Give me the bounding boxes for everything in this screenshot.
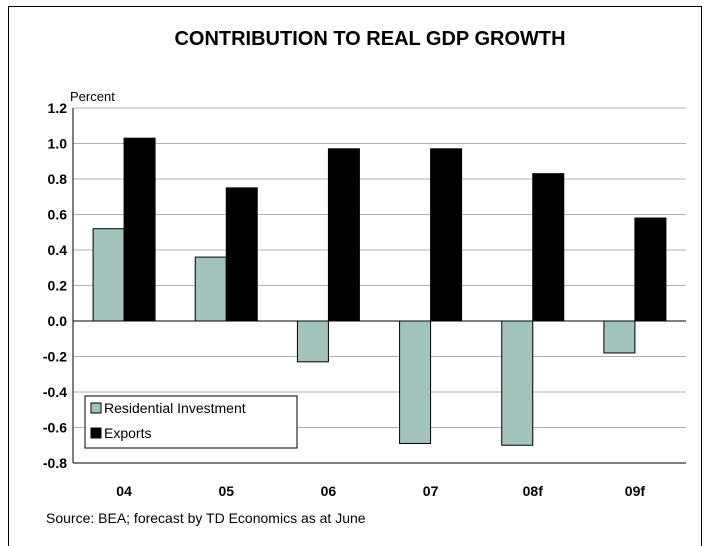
- bar-exports-09f: [634, 217, 667, 322]
- y-axis-ticks: 1.2 1.0 0.8 0.6 0.4 0.2 0.0 -0.2 -0.4 -0.6 -0.8: [43, 100, 67, 471]
- bar-exports-06: [327, 148, 360, 322]
- bar-residential-investment-08f: [501, 320, 534, 446]
- bar-residential-investment-06: [296, 320, 329, 363]
- source-note: Source: BEA; forecast by TD Economics as…: [46, 510, 366, 526]
- y-tick-label: 1.0: [48, 136, 68, 152]
- x-tick-label: 08f: [523, 483, 544, 499]
- y-tick-label: 0.8: [48, 171, 68, 187]
- x-axis-ticks: 04 05 06 07 08f 09f: [116, 483, 645, 499]
- chart-title: CONTRIBUTION TO REAL GDP GROWTH: [174, 28, 565, 50]
- y-tick-label: -0.8: [43, 455, 67, 471]
- legend-label-exports: Exports: [104, 425, 151, 441]
- bar-exports-05: [225, 187, 258, 322]
- x-tick-label: 07: [423, 483, 439, 499]
- bar-exports-04: [123, 137, 156, 322]
- y-tick-label: -0.4: [43, 384, 67, 400]
- y-axis-unit-label: Percent: [70, 89, 115, 104]
- y-tick-label: 0.2: [48, 278, 68, 294]
- legend: Residential Investment Exports: [84, 395, 298, 449]
- legend-label-residential-investment: Residential Investment: [104, 400, 246, 416]
- bar-residential-investment-07: [399, 320, 432, 444]
- chart-frame: [8, 6, 702, 546]
- axes: [72, 108, 686, 464]
- legend-swatch-residential-investment: [90, 402, 102, 414]
- bar-residential-investment-09f: [603, 320, 636, 354]
- bars: [92, 137, 667, 446]
- bar-exports-08f: [532, 173, 565, 322]
- y-tick-label: 0.4: [48, 242, 68, 258]
- legend-swatch-exports: [90, 427, 102, 439]
- legend-box: [84, 395, 298, 449]
- bar-residential-investment-04: [92, 228, 125, 322]
- x-tick-label: 06: [321, 483, 337, 499]
- y-tick-label: 1.2: [48, 100, 68, 116]
- x-tick-label: 05: [218, 483, 234, 499]
- y-tick-label: 0.6: [48, 207, 68, 223]
- x-tick-label: 09f: [625, 483, 646, 499]
- x-tick-label: 04: [116, 483, 132, 499]
- bar-exports-07: [430, 148, 463, 322]
- y-tick-label: -0.2: [43, 349, 67, 365]
- y-tick-label: 0.0: [48, 313, 68, 329]
- bar-residential-investment-05: [194, 256, 227, 322]
- y-tick-label: -0.6: [43, 420, 67, 436]
